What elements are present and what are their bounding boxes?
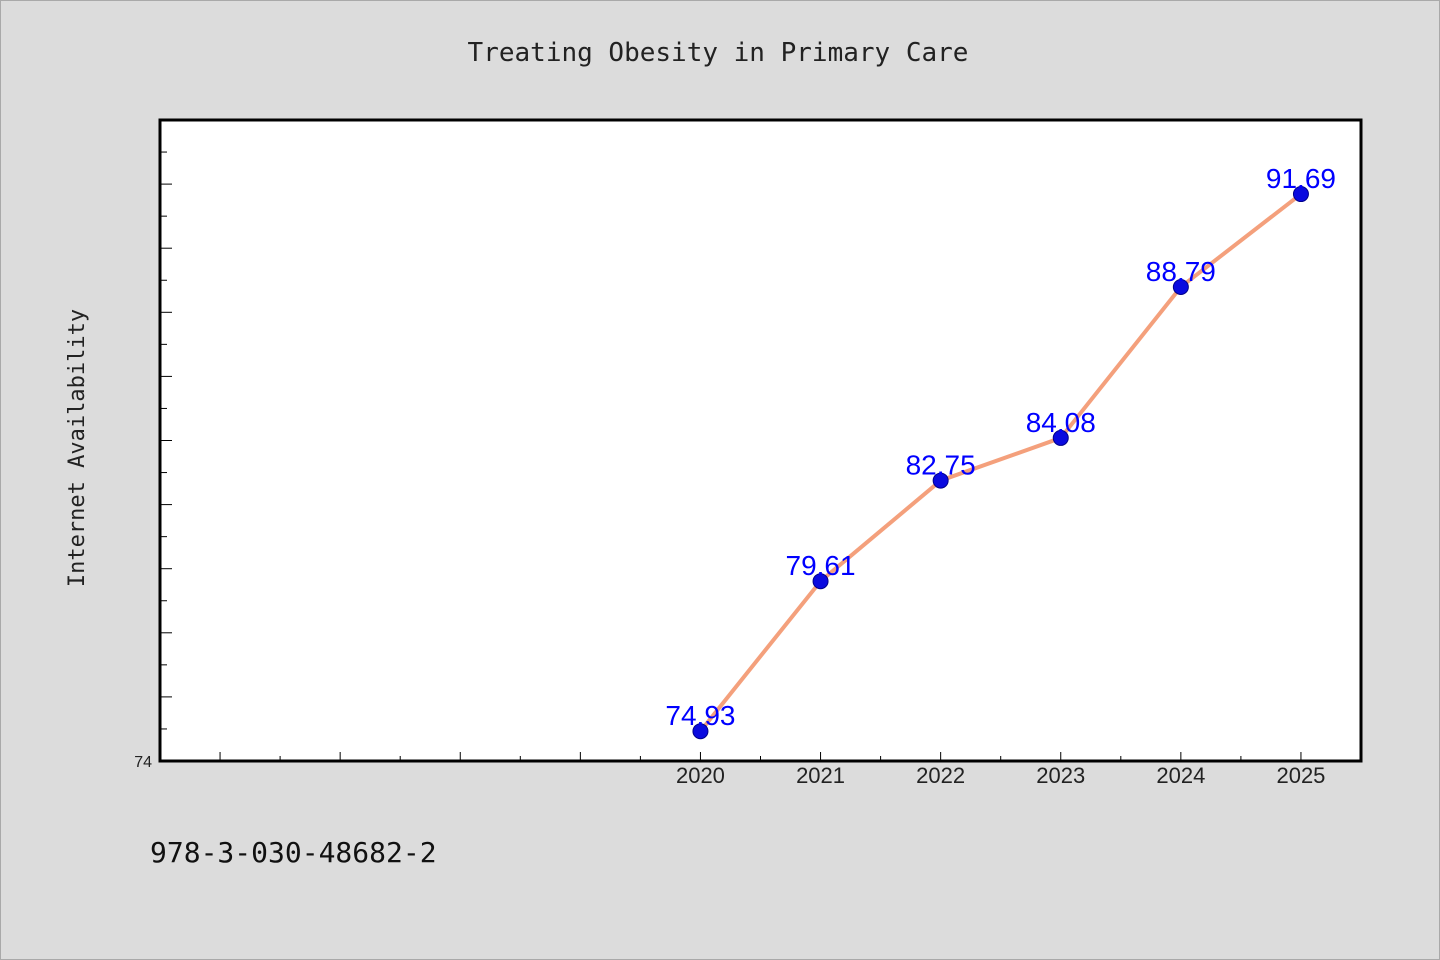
data-label: 88.79 bbox=[1146, 256, 1216, 287]
data-label: 74.93 bbox=[665, 700, 735, 731]
x-tick-label: 2025 bbox=[1276, 763, 1325, 788]
chart-title: Treating Obesity in Primary Care bbox=[468, 38, 969, 68]
data-label: 82.75 bbox=[906, 450, 976, 481]
data-point-marker bbox=[932, 472, 949, 489]
x-tick-label: 2024 bbox=[1156, 763, 1205, 788]
y-axis-ticks: 74 bbox=[134, 151, 172, 771]
y-axis-label: Internet Availability bbox=[65, 309, 90, 587]
x-tick-label: 2020 bbox=[676, 763, 725, 788]
data-point-marker bbox=[1172, 278, 1189, 295]
plot-area bbox=[158, 118, 1363, 763]
data-label: 91.69 bbox=[1266, 163, 1336, 194]
data-point-marker bbox=[1052, 429, 1069, 446]
x-tick-label: 2023 bbox=[1036, 763, 1085, 788]
series-line bbox=[698, 192, 1303, 733]
data-point-marker bbox=[692, 723, 709, 740]
data-label: 84.08 bbox=[1026, 407, 1096, 438]
data-point-marker bbox=[1292, 186, 1309, 203]
x-tick-label: 2022 bbox=[916, 763, 965, 788]
footnote-isbn: 978-3-030-48682-2 bbox=[150, 836, 437, 869]
x-tick-label: 2021 bbox=[796, 763, 845, 788]
y-tick-label: 74 bbox=[134, 754, 152, 771]
data-label: 79.61 bbox=[786, 550, 856, 581]
data-point-marker bbox=[812, 573, 829, 590]
series-group: 74.93 79.61 82.75 84.08 88.79 91.69 bbox=[665, 163, 1336, 740]
x-axis-ticks: 2020 2021 2022 2023 2024 2025 bbox=[219, 752, 1325, 788]
